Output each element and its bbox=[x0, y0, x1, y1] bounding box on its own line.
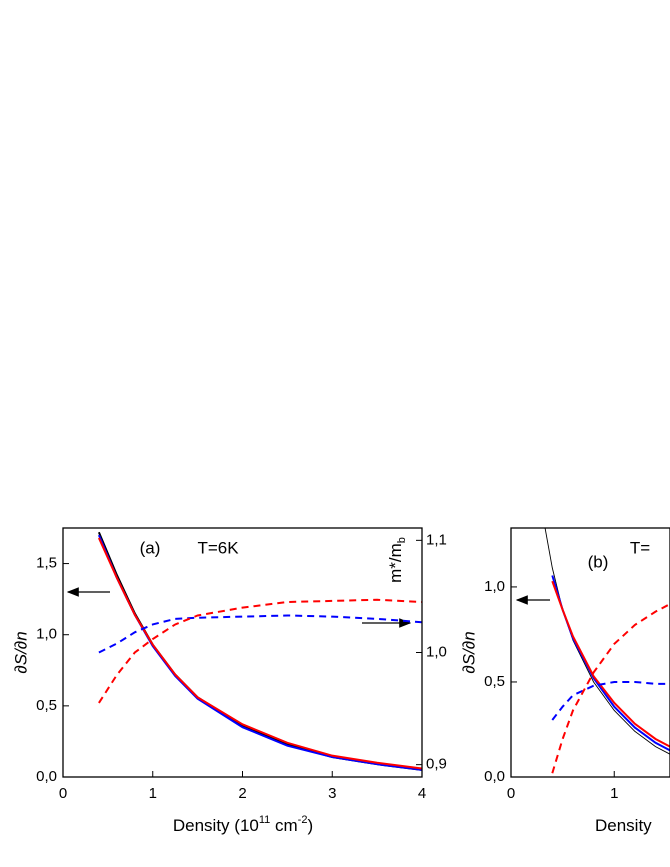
label-part: -2 bbox=[298, 814, 308, 826]
x-tick-label: 0 bbox=[507, 785, 515, 802]
series-line bbox=[544, 528, 670, 755]
y-tick-label: 1,0 bbox=[36, 626, 57, 643]
y-tick-label: 0,0 bbox=[484, 768, 505, 785]
y2-tick-label: 1,0 bbox=[426, 643, 447, 660]
label-part: m*/m bbox=[386, 543, 405, 583]
label-part: ) bbox=[307, 816, 313, 835]
x-tick-label: 4 bbox=[418, 785, 426, 802]
y-tick-label: 0,5 bbox=[36, 697, 57, 714]
series-line bbox=[551, 575, 670, 752]
label-part: Density (10 bbox=[173, 816, 259, 835]
plot-frame bbox=[62, 527, 423, 778]
label-part: Density bbox=[595, 816, 652, 835]
x-axis-label: Density (1011 cm-2) bbox=[173, 814, 313, 836]
annotation: (a) bbox=[140, 538, 161, 557]
x-axis-label: Density bbox=[595, 816, 652, 835]
y-tick-label: 0,0 bbox=[36, 768, 57, 785]
y-tick-label: 1,5 bbox=[36, 555, 57, 572]
plot bbox=[97, 531, 422, 771]
label-part: 11 bbox=[259, 814, 270, 826]
x-tick-label: 1 bbox=[610, 785, 618, 802]
x-tick-label: 1 bbox=[149, 785, 157, 802]
annotation: T=6K bbox=[197, 538, 239, 557]
y-axis-label: ∂S/∂n bbox=[11, 631, 30, 673]
series-line bbox=[97, 537, 422, 770]
series-line bbox=[97, 534, 422, 771]
annotation: T= bbox=[630, 538, 650, 557]
series-line bbox=[551, 680, 670, 721]
series-line bbox=[98, 598, 422, 704]
annotation: (b) bbox=[588, 552, 609, 571]
y-tick-label: 1,0 bbox=[484, 578, 505, 595]
series-line bbox=[551, 580, 670, 748]
plot bbox=[544, 528, 670, 774]
label-part: b bbox=[396, 537, 408, 543]
y-tick-label: 0,5 bbox=[484, 673, 505, 690]
y2-axis-label: m*/mb bbox=[386, 537, 407, 583]
x-tick-label: 0 bbox=[59, 785, 67, 802]
x-tick-label: 2 bbox=[238, 785, 246, 802]
label-part: cm bbox=[270, 816, 297, 835]
plot-frame bbox=[510, 527, 670, 778]
y-axis-label: ∂S/∂n bbox=[459, 631, 478, 673]
series-line bbox=[551, 603, 670, 774]
series-line bbox=[98, 614, 422, 654]
y2-tick-label: 0,9 bbox=[426, 756, 447, 773]
x-tick-label: 3 bbox=[328, 785, 336, 802]
y2-tick-label: 1,1 bbox=[426, 531, 447, 548]
